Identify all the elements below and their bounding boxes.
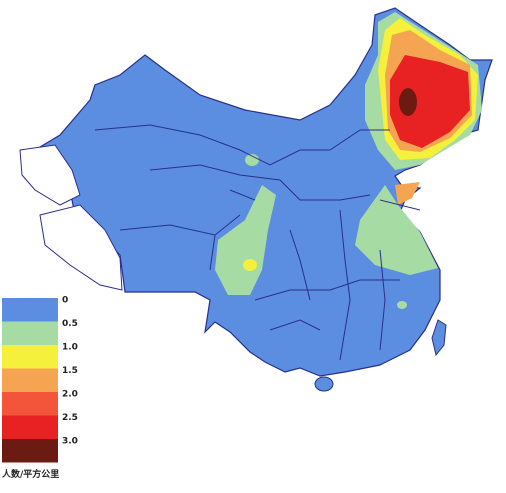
legend-label: 2.0 <box>62 390 78 400</box>
density-zone <box>397 301 407 309</box>
legend: 0 0.5 1.0 1.5 2.0 2.5 3.0 人数/平方公里 <box>1 296 78 481</box>
density-zone <box>215 185 276 295</box>
legend-swatch <box>2 368 58 392</box>
legend-label: 0.5 <box>62 319 78 329</box>
density-zone <box>399 88 417 116</box>
density-zone <box>395 182 420 205</box>
legend-label: 1.5 <box>62 366 78 376</box>
legend-swatch <box>2 415 58 439</box>
legend-swatch <box>2 345 58 369</box>
blank-region <box>19 144 81 206</box>
legend-caption: 人数/平方公里 <box>1 468 59 480</box>
density-zone <box>245 154 259 166</box>
island <box>431 319 447 357</box>
legend-swatch <box>2 439 58 463</box>
island <box>314 376 334 392</box>
density-zone <box>243 259 257 271</box>
legend-swatch <box>2 321 58 345</box>
density-zone <box>390 55 470 148</box>
map <box>19 7 493 392</box>
legend-label: 0 <box>62 296 68 306</box>
legend-swatch <box>2 392 58 416</box>
blank-region <box>39 204 123 291</box>
legend-swatch <box>2 298 58 322</box>
legend-label: 1.0 <box>62 343 78 353</box>
legend-label: 2.5 <box>62 413 78 423</box>
legend-label: 3.0 <box>62 437 78 447</box>
province-border <box>94 124 421 361</box>
density-zone <box>355 185 438 275</box>
